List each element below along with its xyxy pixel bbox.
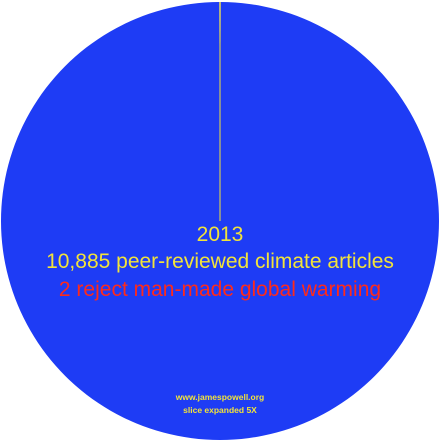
note-label: slice expanded 5X (183, 405, 257, 415)
articles-label: 10,885 peer-reviewed climate articles (46, 250, 394, 273)
source-label: www.jamespowell.org (175, 392, 264, 402)
reject-label: 2 reject man-made global warming (59, 278, 381, 301)
year-label: 2013 (197, 223, 244, 246)
